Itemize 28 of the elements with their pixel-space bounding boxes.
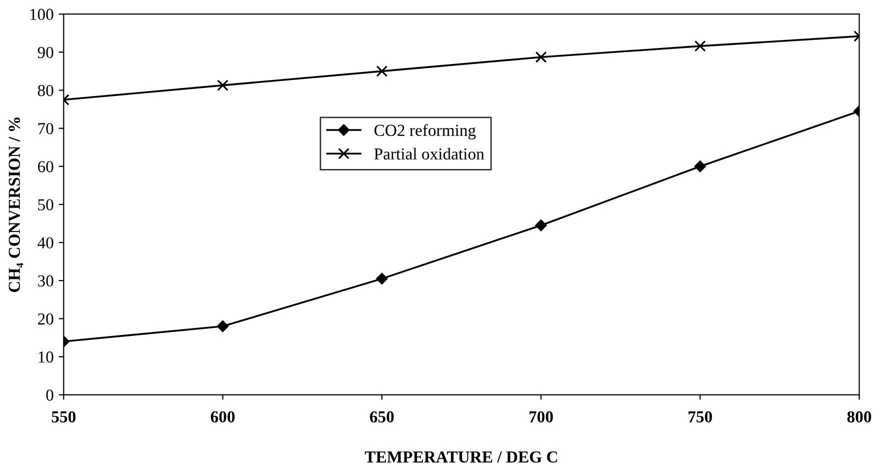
x-tick-label: 550 [52,411,76,422]
point [535,51,547,63]
point [217,320,229,332]
point [376,272,388,284]
point [694,160,706,172]
y-tick-label: 100 [30,8,54,20]
x-tick-label: 800 [847,411,872,422]
x-tick-label: 650 [370,411,394,422]
y-tick-label: 40 [38,237,54,248]
x-axis-title: TEMPERATURE / DEG C [364,451,558,463]
y-tick-label: 10 [38,351,54,363]
y-tick-label: 30 [38,275,54,287]
y-tick-label: 20 [38,313,54,325]
y-tick-label: 90 [38,46,54,58]
y-tick-label: 50 [38,199,54,210]
x-tick-label: 600 [210,411,235,422]
point [535,220,547,232]
y-tick-label: 70 [38,123,54,134]
x-tick-label: 750 [688,411,712,422]
x-tick-label: 700 [529,411,553,422]
y-tick-label: 80 [38,84,54,96]
legend-label: CO2 reforming [374,124,476,140]
point [376,66,388,77]
point [694,40,706,52]
legend-label: Partial oxidation [374,148,484,160]
y-tick-label: 0 [46,390,54,401]
y-axis-title: CH₄ CONVERSION / % [8,118,24,292]
y-tick-label: 60 [38,161,54,172]
